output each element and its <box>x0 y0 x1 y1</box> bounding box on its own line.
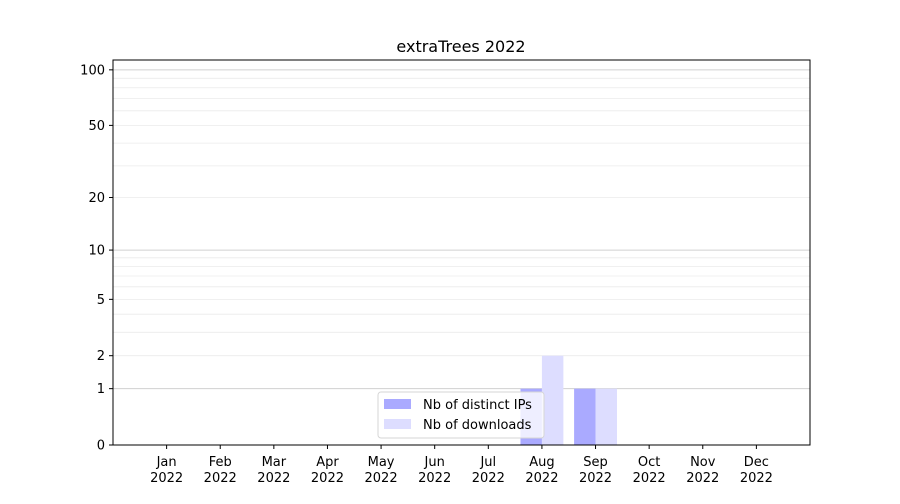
x-tick-label: Mar 2022 <box>257 455 290 486</box>
x-tick-label: Apr 2022 <box>311 455 344 486</box>
x-tick-label: Aug 2022 <box>525 455 558 486</box>
y-tick-label: 20 <box>88 191 105 206</box>
grid <box>113 69 810 390</box>
legend-swatch <box>384 399 411 409</box>
x-tick-label: Sep 2022 <box>579 455 612 486</box>
legend: Nb of distinct IPs Nb of downloads <box>377 391 545 439</box>
legend-label: Nb of distinct IPs <box>423 398 532 413</box>
bar-ips <box>574 388 596 445</box>
y-tick-label: 1 <box>97 382 105 397</box>
legend-box <box>377 391 545 439</box>
y-tick-label: 0 <box>97 439 105 454</box>
x-tick-label: Jul 2022 <box>472 455 505 486</box>
x-tick-label: May 2022 <box>365 455 398 486</box>
y-tick-label: 2 <box>97 349 105 364</box>
y-tick-label: 50 <box>88 119 105 134</box>
y-tick-label: 10 <box>88 244 105 259</box>
y-tick-label: 100 <box>80 63 105 78</box>
x-tick-label: Oct 2022 <box>633 455 666 486</box>
x-tick-label: Nov 2022 <box>686 455 719 486</box>
chart-title: extraTrees 2022 <box>396 37 525 56</box>
x-tick-label: Feb 2022 <box>204 455 237 486</box>
x-tick-label: Dec 2022 <box>740 455 773 486</box>
plot-frame <box>112 59 811 446</box>
x-tick-label: Jun 2022 <box>418 455 451 486</box>
bar-downloads <box>595 388 617 445</box>
legend-swatch <box>384 419 411 429</box>
legend-label: Nb of downloads <box>423 418 532 433</box>
x-axis: Jan 2022 Feb 2022 Mar 2022 Apr 2022 May 2022 Jun 20… <box>150 445 773 486</box>
y-axis: 0 1 2 5 10 20 50 100 <box>80 63 113 454</box>
bar-downloads <box>541 355 564 445</box>
y-tick-label: 5 <box>97 293 105 308</box>
x-tick-label: Jan 2022 <box>150 455 183 486</box>
